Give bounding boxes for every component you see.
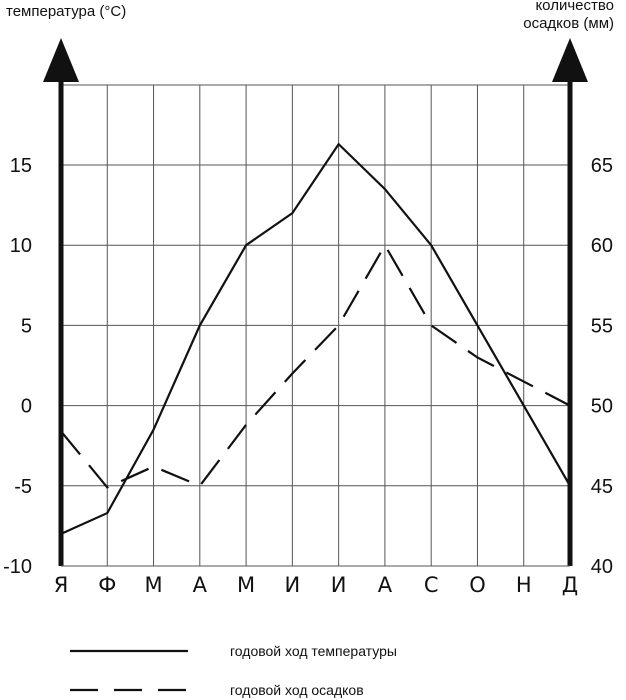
right-tick-label: 55 (591, 315, 613, 337)
chart-axes (43, 38, 588, 567)
left-axis-title: температура (°С) (6, 3, 126, 20)
left-tick-label: -5 (14, 476, 32, 498)
right-tick-label: 65 (591, 155, 613, 177)
month-label: Ф (98, 573, 116, 597)
chart-grid (61, 84, 570, 567)
right-tick-label: 45 (591, 476, 613, 498)
month-label: И (331, 573, 347, 597)
month-label: И (285, 573, 301, 597)
left-tick-label: 0 (21, 396, 32, 418)
month-label: Н (516, 573, 532, 597)
left-tick-label: -10 (3, 556, 32, 578)
legend-label: годовой ход температуры (230, 643, 397, 659)
month-label: А (193, 573, 208, 597)
left-tick-label: 5 (21, 315, 32, 337)
left-axis-arrow-icon (43, 38, 79, 82)
month-label: Я (54, 573, 69, 597)
month-label: М (237, 573, 255, 597)
right-tick-label: 50 (591, 396, 613, 418)
left-tick-label: 10 (10, 235, 32, 257)
month-label: Д (562, 573, 578, 597)
month-label: О (469, 573, 486, 597)
chart-series (60, 142, 571, 535)
month-label: М (144, 573, 162, 597)
chart-legend: годовой ход температуры годовой ход осадк… (70, 643, 397, 698)
precipitation-line (60, 242, 571, 489)
temperature-line (60, 142, 571, 535)
month-label: С (424, 573, 439, 597)
right-tick-label: 60 (591, 235, 613, 257)
right-axis-arrow-icon (552, 38, 588, 82)
legend-label: годовой ход осадков (230, 682, 364, 698)
right-axis-title-line2: осадков (мм) (523, 15, 614, 32)
right-axis-title-line1: количество (535, 0, 614, 14)
month-label: А (378, 573, 393, 597)
right-tick-label: 40 (591, 556, 613, 578)
left-tick-label: 15 (10, 155, 32, 177)
